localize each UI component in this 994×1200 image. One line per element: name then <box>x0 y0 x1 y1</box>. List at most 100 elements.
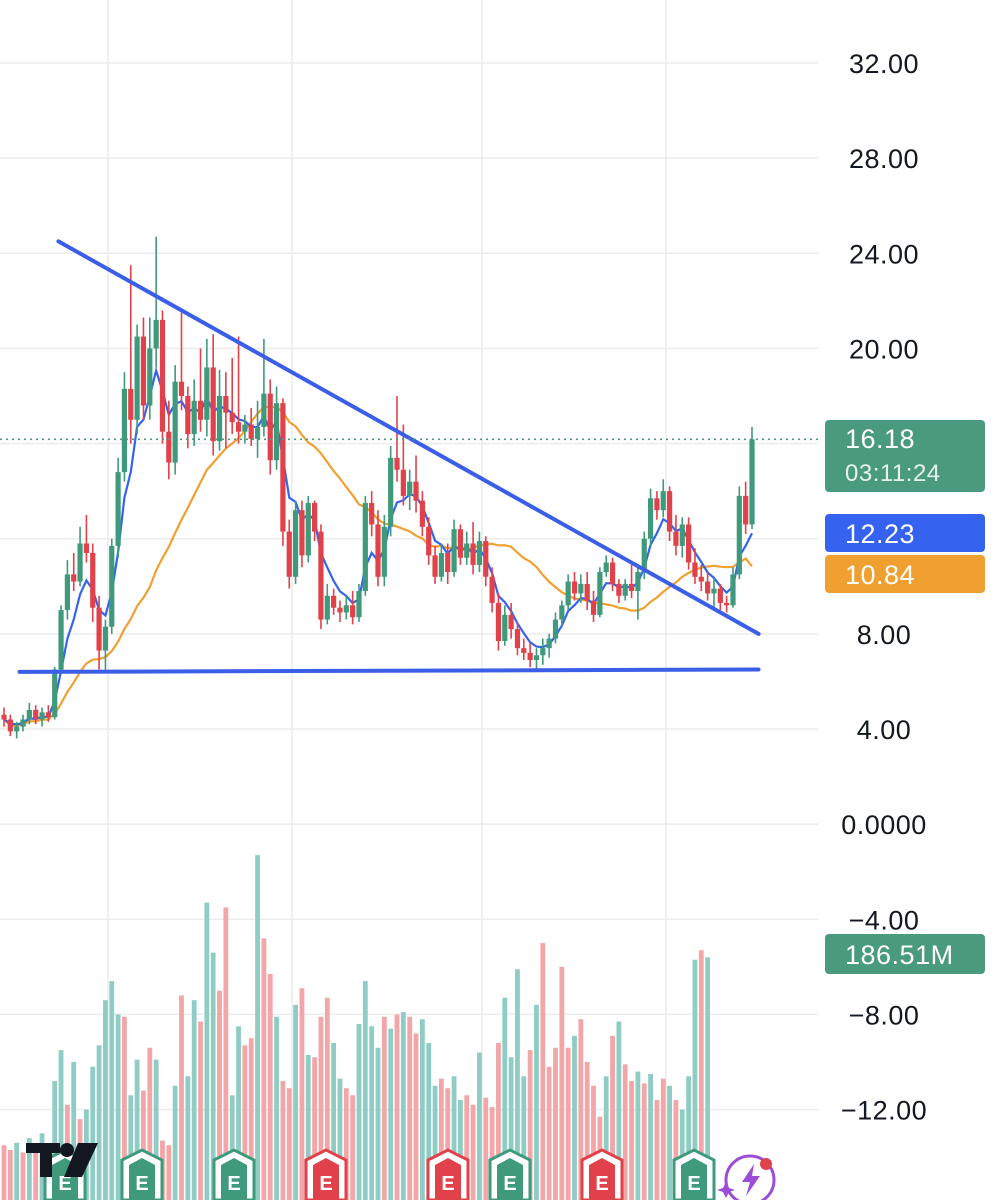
volume-bar <box>236 1026 241 1200</box>
volume-bar <box>26 1138 32 1200</box>
candle-body <box>166 431 172 463</box>
candle <box>546 633 552 658</box>
candle-body <box>210 367 216 442</box>
volume-bar <box>508 1057 514 1200</box>
candle <box>96 595 102 670</box>
earnings-marker[interactable]: E <box>120 1148 164 1200</box>
candle-body <box>216 396 223 442</box>
candle-body <box>628 583 635 592</box>
trendlines[interactable] <box>17 239 761 674</box>
volume-bar <box>388 1028 394 1200</box>
candle-body <box>140 336 147 406</box>
candle-body <box>45 712 51 718</box>
earnings-marker[interactable]: E <box>672 1148 716 1200</box>
candle-body <box>432 555 438 577</box>
volume-bar <box>362 981 368 1200</box>
earnings-marker-fill <box>129 1158 155 1200</box>
candle <box>318 524 324 630</box>
volume-bar <box>578 1019 584 1200</box>
volume-bar <box>426 1042 432 1200</box>
candle <box>559 600 565 627</box>
candle <box>178 312 185 411</box>
volume-bar <box>692 959 698 1200</box>
candle-body <box>83 543 90 553</box>
flash-news-icon[interactable] <box>717 1154 776 1200</box>
candle <box>299 500 305 568</box>
candle-body <box>616 583 622 596</box>
candle-body <box>711 588 717 594</box>
candle <box>578 574 584 603</box>
candle <box>508 602 514 639</box>
volume-bar <box>521 1076 527 1200</box>
trendline-horizontal-support[interactable] <box>17 667 761 674</box>
volume-bar <box>464 1095 470 1200</box>
candle <box>33 705 39 725</box>
volume-bar <box>293 1004 298 1200</box>
candle <box>609 557 616 592</box>
candle-body <box>457 529 464 558</box>
candle <box>337 600 343 622</box>
grid <box>0 0 818 1200</box>
tradingview-logo[interactable] <box>26 1143 98 1177</box>
candle-body <box>388 457 394 527</box>
earnings-marker[interactable]: E <box>426 1148 470 1200</box>
earnings-marker[interactable]: E <box>212 1148 256 1200</box>
candle <box>527 643 533 668</box>
candle <box>711 579 717 608</box>
candle <box>705 572 711 601</box>
earnings-marker[interactable]: E <box>488 1148 532 1200</box>
candle <box>597 567 603 618</box>
candle <box>343 595 349 620</box>
earnings-marker[interactable]: E <box>580 1148 624 1200</box>
volume-bar <box>584 1062 590 1200</box>
candle-body <box>20 719 26 727</box>
candle-body <box>90 552 96 608</box>
volume-bar <box>660 1078 666 1200</box>
earnings-marker[interactable]: E <box>304 1148 348 1200</box>
candle-body <box>502 614 508 641</box>
volume-bar <box>565 1047 571 1200</box>
candle-body <box>369 503 375 525</box>
price-axis[interactable]: 32.00 28.00 24.00 20.00 8.00 4.00 0.0000 −4.00 −… <box>841 49 927 1126</box>
volume-bar <box>242 1045 248 1200</box>
volume-bar <box>261 938 267 1200</box>
candle-body <box>39 712 45 720</box>
volume-bar <box>90 1066 96 1200</box>
candle <box>419 491 425 537</box>
volume-bar <box>572 1035 577 1200</box>
candle <box>483 536 489 587</box>
volume-bar <box>141 1090 146 1200</box>
volume-bar <box>312 1057 318 1200</box>
volume-bar <box>458 1100 463 1200</box>
volume-bar <box>515 969 520 1200</box>
candle <box>115 457 121 558</box>
candle <box>312 500 318 542</box>
candle <box>603 555 609 577</box>
candle <box>71 552 77 592</box>
volume-bar <box>166 1145 172 1200</box>
candle <box>686 517 692 570</box>
candle-body <box>597 572 603 615</box>
trendline-descending-resistance[interactable] <box>56 239 761 636</box>
candle <box>14 721 20 739</box>
candle-body <box>654 498 660 511</box>
candle-body <box>286 531 292 577</box>
volume-bar <box>635 1071 641 1200</box>
candle-body <box>717 588 723 603</box>
candle <box>134 324 140 435</box>
candle-body <box>185 396 191 435</box>
candle-body <box>128 388 134 420</box>
volume-bar <box>20 1152 26 1200</box>
candle-body <box>7 719 13 732</box>
price-tick-label: −12.00 <box>841 1096 927 1126</box>
candle <box>438 543 444 582</box>
candle <box>381 514 387 587</box>
volume-bar <box>134 1059 140 1200</box>
candle <box>369 491 375 537</box>
tv-logo-icon[interactable] <box>26 1143 98 1177</box>
candle-body <box>318 531 324 620</box>
ma-slow-badge-text: 10.84 <box>845 560 915 590</box>
